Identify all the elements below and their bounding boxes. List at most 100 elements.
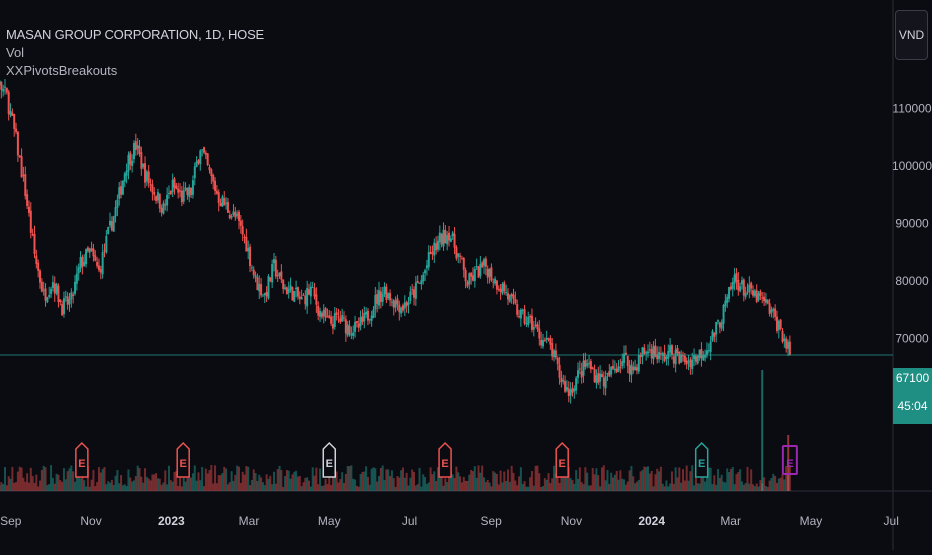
candle-body xyxy=(297,287,299,296)
volume-bar xyxy=(603,465,605,491)
candle-body xyxy=(227,202,229,213)
earnings-marker[interactable]: E xyxy=(439,443,451,477)
candle-body xyxy=(387,293,389,298)
price-tick-label: 70000 xyxy=(895,331,929,345)
earnings-marker[interactable]: E xyxy=(76,443,88,477)
candle-body xyxy=(603,378,605,387)
volume-bar xyxy=(570,478,572,491)
candle-body xyxy=(413,289,415,297)
volume-bar xyxy=(177,486,179,491)
candle-body xyxy=(415,283,417,299)
candle-body xyxy=(374,295,376,309)
candle-body xyxy=(325,308,327,317)
candle-body xyxy=(28,207,30,213)
candle-body xyxy=(420,280,422,284)
candle-body xyxy=(402,305,404,310)
volume-bar xyxy=(384,480,386,491)
volume-bar xyxy=(6,485,8,491)
volume-bar xyxy=(745,483,747,491)
time-tick-label: Nov xyxy=(80,514,101,528)
earnings-marker[interactable]: E xyxy=(556,443,568,477)
candle-body xyxy=(697,356,699,364)
candle-body xyxy=(706,350,708,354)
candle-body xyxy=(525,323,527,324)
candle-body xyxy=(433,243,435,256)
candle-body xyxy=(586,364,588,366)
candle-body xyxy=(772,309,774,311)
indicator-pivots-label[interactable]: XXPivotsBreakouts xyxy=(6,62,264,80)
earnings-marker[interactable]: E xyxy=(696,443,708,477)
candle-body xyxy=(334,313,336,327)
currency-button[interactable]: VND xyxy=(895,10,928,60)
candle-body xyxy=(98,266,100,271)
candle-body xyxy=(175,186,177,190)
volume-bar xyxy=(610,473,612,491)
volume-bar xyxy=(656,469,658,491)
candle-body xyxy=(367,311,369,321)
volume-bar xyxy=(474,466,476,491)
candle-body xyxy=(669,345,671,352)
candle-body xyxy=(721,323,723,329)
candle-body xyxy=(535,325,537,327)
volume-bar xyxy=(678,467,680,491)
candle-body xyxy=(76,273,78,283)
candle-body xyxy=(302,295,304,296)
candle-body xyxy=(229,215,231,218)
price-tick-label: 100000 xyxy=(892,159,932,173)
candle-body xyxy=(17,132,19,156)
candle-body xyxy=(65,296,67,297)
volume-bar xyxy=(356,486,358,491)
candle-body xyxy=(220,203,222,206)
earnings-marker[interactable]: E xyxy=(323,443,335,477)
volume-bar xyxy=(100,472,102,491)
candle-body xyxy=(347,325,349,336)
volume-bar xyxy=(92,470,94,491)
volume-bar xyxy=(756,483,758,491)
candle-body xyxy=(315,294,317,304)
candle-body xyxy=(651,349,653,358)
candle-body xyxy=(80,257,82,268)
volume-bar xyxy=(244,475,246,491)
volume-bar xyxy=(168,466,170,491)
volume-bar xyxy=(28,483,30,491)
volume-bar xyxy=(256,481,258,491)
time-tick-label: Sep xyxy=(480,514,502,528)
candle-body xyxy=(288,289,290,293)
volume-bar xyxy=(212,483,214,491)
candle-body xyxy=(457,253,459,256)
volume-bar xyxy=(389,476,391,491)
candle-body xyxy=(728,287,730,299)
volume-bar xyxy=(658,471,660,491)
volume-bar xyxy=(400,470,402,491)
indicator-vol-label[interactable]: Vol xyxy=(6,44,264,62)
candle-body xyxy=(245,237,247,252)
earnings-marker[interactable]: E xyxy=(177,443,189,477)
earnings-marker-letter: E xyxy=(786,458,793,470)
volume-bar xyxy=(525,487,527,491)
volume-bar xyxy=(704,482,706,491)
volume-bar xyxy=(548,473,550,491)
candle-body xyxy=(691,360,693,369)
time-tick-label: Nov xyxy=(561,514,582,528)
volume-bar xyxy=(420,487,422,491)
volume-bar xyxy=(360,474,362,491)
volume-bar xyxy=(227,484,229,491)
candle-body xyxy=(555,350,557,357)
candle-body xyxy=(527,317,529,325)
candle-body xyxy=(124,174,126,182)
volume-bar xyxy=(190,477,192,491)
candle-body xyxy=(465,270,467,281)
volume-bar xyxy=(673,484,675,491)
volume-bar xyxy=(107,481,109,491)
volume-bar xyxy=(220,475,222,491)
volume-bar xyxy=(17,472,19,491)
volume-bar xyxy=(665,480,667,491)
volume-bar xyxy=(702,476,704,491)
candle-body xyxy=(711,331,713,341)
earnings-marker[interactable]: E xyxy=(783,446,797,474)
candle-body xyxy=(310,287,312,297)
candle-body xyxy=(494,279,496,284)
candle-body xyxy=(350,334,352,336)
